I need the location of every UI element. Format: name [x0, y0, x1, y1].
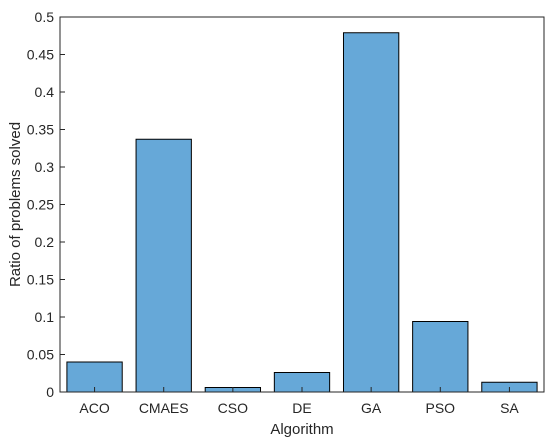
y-tick-label: 0.45 [27, 47, 54, 63]
x-tick-label: DE [292, 400, 311, 416]
y-tick-label: 0.2 [35, 234, 55, 250]
x-axis-title: Algorithm [270, 421, 333, 438]
x-tick-label: GA [361, 400, 382, 416]
y-tick-label: 0.15 [27, 272, 54, 288]
bar-ga [342, 32, 400, 393]
x-tick-label: ACO [79, 400, 109, 416]
y-tick-label: 0.4 [35, 84, 55, 100]
plot-area [60, 17, 544, 392]
y-axis-ticks: 0 0.05 0.1 0.15 0.2 0.25 0.3 0.35 0.4 0.45 0.5 [27, 9, 65, 400]
y-tick-label: 0.35 [27, 122, 54, 138]
bar-pso [412, 321, 469, 393]
x-tick-label: SA [500, 400, 519, 416]
y-tick-label: 0.25 [27, 197, 54, 213]
y-tick-label: 0.5 [35, 9, 55, 25]
x-axis-ticks: ACO CMAES CSO DE GA PSO SA [79, 387, 519, 416]
x-tick-label: CSO [218, 400, 248, 416]
plot-frame [59, 16, 545, 393]
y-tick-label: 0.1 [35, 309, 55, 325]
bar-cmaes [135, 138, 192, 393]
x-tick-label: CMAES [139, 400, 189, 416]
y-axis-title: Ratio of problems solved [7, 122, 24, 287]
bars-group [66, 32, 538, 393]
x-tick-label: PSO [425, 400, 455, 416]
y-tick-label: 0.05 [27, 347, 54, 363]
y-tick-label: 0 [46, 384, 54, 400]
y-tick-label: 0.3 [35, 159, 55, 175]
